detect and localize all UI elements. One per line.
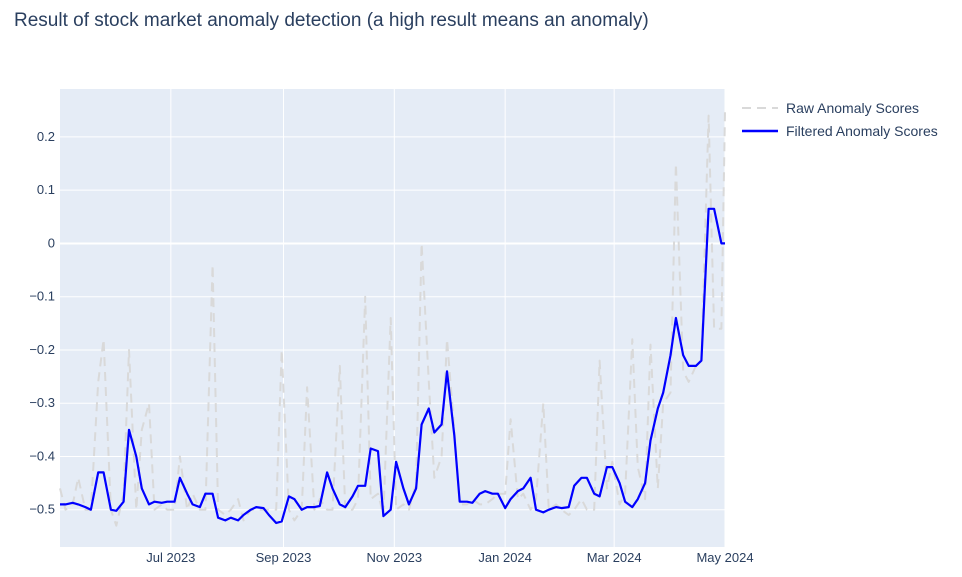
x-tick-label: Sep 2023 [256, 550, 312, 565]
legend-swatch-raw [742, 103, 778, 113]
legend-label-raw: Raw Anomaly Scores [786, 99, 920, 116]
y-tick-label: 0.1 [37, 182, 55, 197]
y-tick-label: 0 [48, 235, 55, 250]
x-tick-label: Jul 2023 [146, 550, 195, 565]
y-tick-label: −0.5 [29, 502, 55, 517]
raw-anomaly-series [59, 110, 726, 527]
series-layer [59, 110, 726, 527]
x-tick-label: May 2024 [696, 550, 753, 565]
legend-label-filtered: Filtered Anomaly Scores [786, 122, 938, 139]
y-tick-label: −0.1 [29, 289, 55, 304]
y-tick-label: 0.2 [37, 129, 55, 144]
y-tick-label: −0.2 [29, 342, 55, 357]
legend[interactable]: Raw Anomaly Scores Filtered Anomaly Scor… [742, 96, 938, 142]
y-tick-label: −0.3 [29, 395, 55, 410]
legend-swatch-filtered [742, 126, 778, 136]
legend-item-filtered[interactable]: Filtered Anomaly Scores [742, 119, 938, 142]
x-axis-tick-labels: Jul 2023 Sep 2023 Nov 2023 Jan 2024 Mar 2024… [146, 550, 753, 565]
x-tick-label: Jan 2024 [478, 550, 532, 565]
filtered-anomaly-series [60, 207, 725, 525]
y-axis-tick-labels: 0.2 0.1 0 −0.1 −0.2 −0.3 −0.4 −0.5 [29, 129, 55, 517]
raw-anomaly-line [59, 110, 726, 527]
y-tick-label: −0.4 [29, 448, 55, 463]
x-tick-label: Mar 2024 [587, 550, 642, 565]
chart-title: Result of stock market anomaly detection… [14, 10, 649, 31]
legend-item-raw[interactable]: Raw Anomaly Scores [742, 96, 938, 119]
filtered-anomaly-line [60, 207, 725, 525]
x-tick-label: Nov 2023 [366, 550, 422, 565]
